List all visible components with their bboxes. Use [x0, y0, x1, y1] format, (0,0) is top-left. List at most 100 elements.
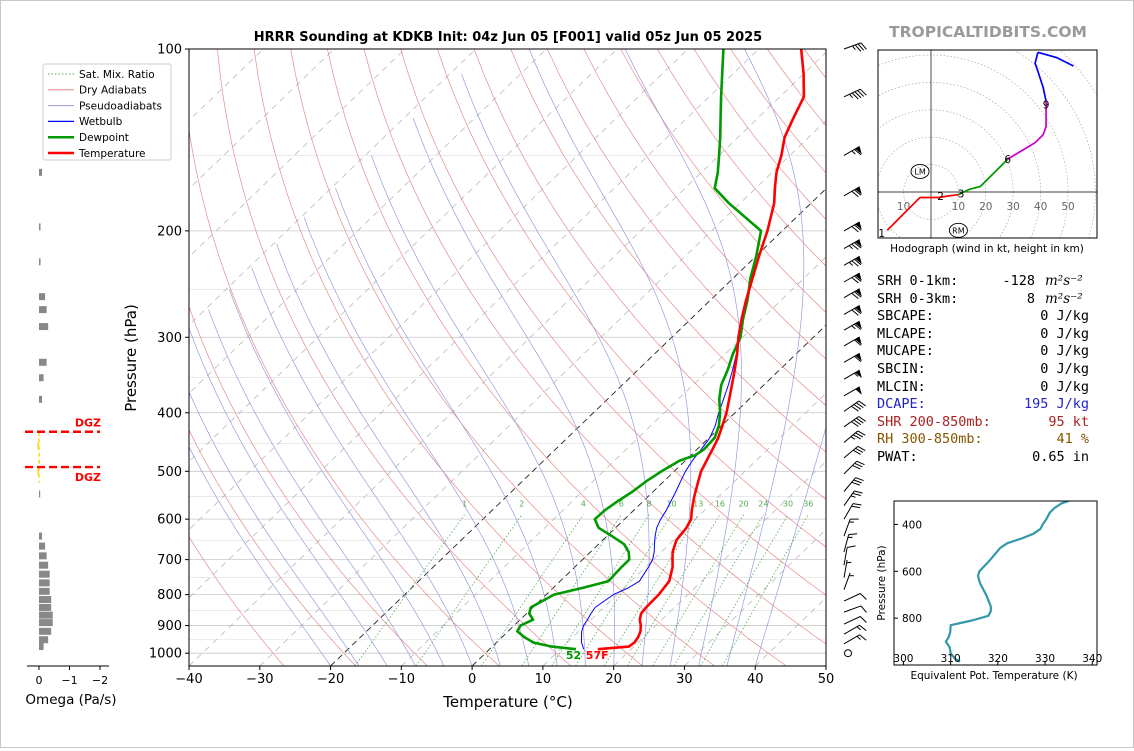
omega-bar — [39, 619, 53, 627]
wind-barb-flag — [855, 321, 862, 330]
omega-tick-label: 0 — [36, 674, 43, 687]
omega-bar — [39, 395, 43, 403]
omega-bar — [39, 579, 50, 587]
pseudoadiabat-line — [726, 49, 805, 666]
mixing-ratio-label: 16 — [715, 500, 725, 509]
theta-e-x-tick-label: 320 — [988, 653, 1008, 665]
right-mover-label: RM — [952, 226, 965, 235]
wind-barb-staff — [843, 547, 848, 566]
hodograph-ring-label: 10 — [897, 201, 910, 213]
wind-barb-full — [858, 400, 867, 407]
wind-barb — [843, 386, 862, 397]
hodograph-ring-label: 40 — [1034, 201, 1047, 213]
parameter-row: MLCAPE: 0 J/kg — [877, 326, 1117, 344]
left-mover-label: LM — [914, 167, 925, 176]
wind-barb-full — [854, 91, 862, 99]
omega-bar — [39, 596, 52, 604]
omega-bar — [39, 490, 41, 498]
parameter-label: SRH 0-1km: — [877, 273, 959, 289]
mixing-ratio-line — [521, 514, 622, 666]
wind-barb-full — [856, 417, 864, 424]
wind-barb-full — [847, 545, 856, 548]
hodograph-trace-3-6 — [958, 158, 1009, 196]
wind-barb-full — [860, 42, 867, 50]
pseudoadiabat-line — [461, 73, 650, 666]
mixing-ratio-label: 6 — [619, 500, 624, 509]
omega-bar — [39, 168, 43, 176]
omega-tick-label: −2 — [92, 674, 108, 687]
isotherm-line — [189, 49, 760, 599]
wind-barb-full — [854, 323, 862, 331]
wind-barb — [843, 272, 862, 284]
wind-barb-full — [852, 449, 861, 455]
mixing-ratio-line — [652, 514, 745, 666]
wind-barb-full — [859, 624, 867, 632]
wind-barb-full — [854, 308, 862, 315]
wind-barb — [843, 430, 866, 443]
wind-barb-full — [854, 149, 862, 156]
x-tick-label: 20 — [605, 672, 622, 687]
mixing-ratio-line — [603, 514, 699, 666]
isotherm-line — [613, 460, 826, 666]
parameter-row: SRH 0-3km: 8 m²s⁻² — [877, 291, 1117, 309]
wind-barb-full — [854, 490, 863, 494]
mixing-ratio-line — [700, 514, 789, 666]
pseudoadiabat-line — [528, 49, 692, 666]
wind-barb-full — [854, 355, 862, 363]
wind-barb-full — [854, 189, 862, 196]
wind-barb-staff — [843, 445, 859, 459]
wind-barb — [843, 186, 862, 198]
wind-barb-staff — [843, 605, 862, 613]
omega-bar — [39, 532, 43, 540]
pseudoadiabat-line — [412, 117, 615, 666]
y-tick-label: 200 — [157, 224, 182, 239]
omega-panel: 0 −1 −2 DGZ DGZ — [25, 168, 109, 687]
wind-barb-staff — [843, 624, 860, 635]
wind-barb-half — [849, 93, 854, 99]
wind-barb-half — [849, 521, 854, 523]
wind-barb — [843, 545, 856, 566]
hodograph-ring-label: 50 — [1061, 201, 1074, 213]
omega-bar — [39, 636, 49, 644]
wind-barb-full — [856, 402, 864, 409]
wind-barb — [843, 304, 862, 316]
skewt-background-lines: 1 2 4 6 8 10 13 16 20 24 30 36 — [189, 49, 826, 666]
mixing-ratio-line — [354, 514, 465, 666]
wind-barb-half — [852, 45, 856, 50]
dgz-label: DGZ — [75, 417, 101, 430]
wind-barb — [843, 336, 862, 347]
wind-barb-full — [848, 533, 858, 536]
omega-bar — [39, 561, 49, 569]
wind-barb-full — [851, 505, 861, 509]
mixing-ratio-label: 20 — [739, 500, 749, 509]
wind-barb-full — [852, 503, 862, 506]
parameter-value: 0 J/kg — [1040, 343, 1089, 360]
hodograph-height-label: 9 — [1043, 99, 1050, 111]
wind-barb — [843, 288, 862, 300]
parameter-row: DCAPE: 195 J/kg — [877, 396, 1117, 414]
wind-barb-half — [847, 536, 853, 539]
parameter-unit: m²s⁻² — [1045, 273, 1083, 289]
wind-barb — [843, 533, 858, 553]
x-tick-label: 30 — [676, 672, 693, 687]
wind-barb-full — [858, 416, 867, 422]
mixing-ratio-label: 13 — [693, 500, 703, 509]
x-tick-label: −10 — [388, 672, 415, 687]
wind-barb-flag — [855, 305, 862, 314]
wind-barb-staff — [843, 386, 860, 397]
wind-barb — [843, 88, 867, 100]
dry-adiabat-line — [290, 49, 715, 666]
dry-adiabat-line — [546, 49, 826, 406]
x-axis-label: Temperature (°C) — [442, 693, 572, 711]
isotherm-line — [189, 49, 689, 531]
trace-dewpoint — [515, 49, 763, 651]
wind-barb-flag — [855, 353, 862, 362]
wind-barb — [843, 518, 859, 537]
isotherm-line — [189, 49, 618, 462]
theta-e-x-tick-label: 300 — [893, 653, 913, 665]
omega-bar — [39, 374, 44, 382]
isotherm-line — [330, 188, 826, 666]
trace-temperature — [597, 49, 806, 651]
wind-barb — [843, 320, 862, 331]
